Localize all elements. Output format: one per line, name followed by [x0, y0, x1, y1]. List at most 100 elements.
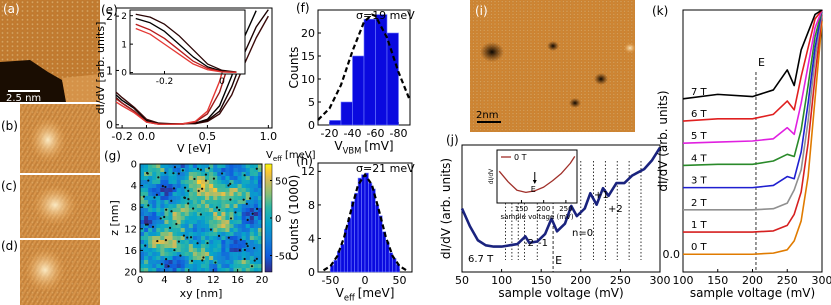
heatmap-cell: [180, 260, 186, 265]
heatmap-cell: [241, 244, 247, 249]
heatmap-cell: [188, 216, 194, 221]
heatmap-cell: [140, 224, 145, 229]
heatmap-cell: [237, 216, 242, 221]
heatmap-cell: [176, 252, 181, 257]
heatmap-cell: [196, 172, 202, 177]
heatmap-cell: [180, 220, 186, 225]
heatmap-cell: [221, 256, 226, 261]
heatmap-cell: [184, 256, 190, 261]
heatmap-cell: [221, 180, 226, 185]
heatmap-cell: [225, 256, 230, 261]
heatmap-cell: [241, 184, 247, 189]
x-tick-label: -80: [390, 127, 408, 140]
heatmap-cell: [229, 180, 234, 185]
heatmap-cell: [140, 180, 145, 185]
heatmap-cell: [176, 180, 181, 185]
heatmap-cell: [168, 176, 173, 181]
heatmap-cell: [253, 192, 259, 197]
heatmap-cell: [201, 212, 206, 217]
heatmap-cell: [253, 260, 259, 265]
panel-label: (f): [296, 1, 310, 15]
heatmap-cell: [209, 252, 214, 257]
heatmap-cell: [160, 196, 165, 201]
defect-dot: [177, 172, 180, 175]
plot-frame: [496, 149, 578, 204]
heatmap-cell: [205, 244, 210, 249]
heatmap-cell: [253, 248, 259, 253]
heatmap-cell: [144, 252, 149, 257]
defect-dot: [168, 226, 172, 229]
heatmap-cell: [229, 212, 234, 217]
defect-dot: [161, 185, 164, 188]
heatmap-cell: [184, 188, 190, 193]
heatmap-cell: [148, 204, 153, 209]
heatmap-cell: [229, 232, 234, 237]
heatmap-cell: [201, 216, 206, 221]
heatmap-cell: [253, 228, 259, 233]
heatmap-cell: [192, 220, 198, 225]
heatmap-cell: [144, 164, 149, 169]
heatmap-cell: [172, 220, 177, 225]
heatmap-cell: [144, 224, 149, 229]
heatmap-cell: [217, 260, 222, 265]
plot-frame: [115, 7, 273, 129]
heatmap-cell: [237, 200, 242, 205]
heatmap-cell: [160, 180, 165, 185]
defect-dot: [173, 166, 177, 169]
heatmap-cell: [253, 204, 259, 209]
heatmap-cell: [160, 228, 165, 233]
heatmap-cell: [217, 176, 222, 181]
heatmap-cell: [201, 180, 206, 185]
heatmap-cell: [156, 264, 161, 269]
defect-dot: [245, 242, 248, 245]
histogram-bar: [361, 174, 366, 273]
histogram-bar: [329, 120, 342, 126]
series-label: 6 T: [691, 109, 708, 120]
heatmap-cell: [221, 252, 226, 257]
heatmap-cell: [176, 188, 181, 193]
heatmap-cell: [140, 268, 145, 273]
heatmap-cell: [245, 204, 251, 209]
heatmap-cell: [241, 164, 247, 169]
heatmap-cell: [192, 200, 198, 205]
heatmap-cell: [152, 228, 157, 233]
heatmap-cell: [245, 240, 251, 245]
heatmap-cell: [140, 172, 145, 177]
heatmap-cell: [196, 200, 202, 205]
histogram-bar: [337, 250, 342, 273]
heatmap-cell: [237, 236, 242, 241]
heatmap-cell: [205, 212, 210, 217]
series-line: [683, 9, 823, 189]
heatmap-cell: [176, 208, 181, 213]
y-tick-label: 12: [301, 165, 315, 178]
series-line: [683, 14, 823, 233]
heatmap-cell: [144, 236, 149, 241]
heatmap-cell: [176, 200, 181, 205]
heatmap-cell: [144, 212, 149, 217]
heatmap-cell: [164, 228, 169, 233]
heatmap-cell: [253, 184, 259, 189]
heatmap-cell: [249, 176, 255, 181]
heatmap-cell: [205, 252, 210, 257]
heatmap-cell: [168, 220, 173, 225]
heatmap-cell: [229, 200, 234, 205]
heatmap-cell: [192, 196, 198, 201]
heatmap-cell: [205, 172, 210, 177]
heatmap-cell: [168, 256, 173, 261]
heatmap-cell: [225, 212, 230, 217]
heatmap-cell: [253, 216, 259, 221]
annotation: -1: [538, 238, 548, 249]
heatmap-cell: [188, 184, 194, 189]
stm-defect: [569, 98, 581, 108]
heatmap-cell: [233, 244, 238, 249]
annotation: -2: [524, 238, 534, 249]
heatmap-cell: [213, 264, 218, 269]
heatmap-cell: [241, 204, 247, 209]
heatmap-cell: [156, 192, 161, 197]
defect-dot: [217, 234, 221, 237]
y-tick-label: 0: [308, 119, 315, 132]
defect-dot: [196, 242, 199, 245]
heatmap-cell: [257, 180, 263, 185]
heatmap-cell: [160, 268, 165, 273]
heatmap-cell: [253, 180, 259, 185]
